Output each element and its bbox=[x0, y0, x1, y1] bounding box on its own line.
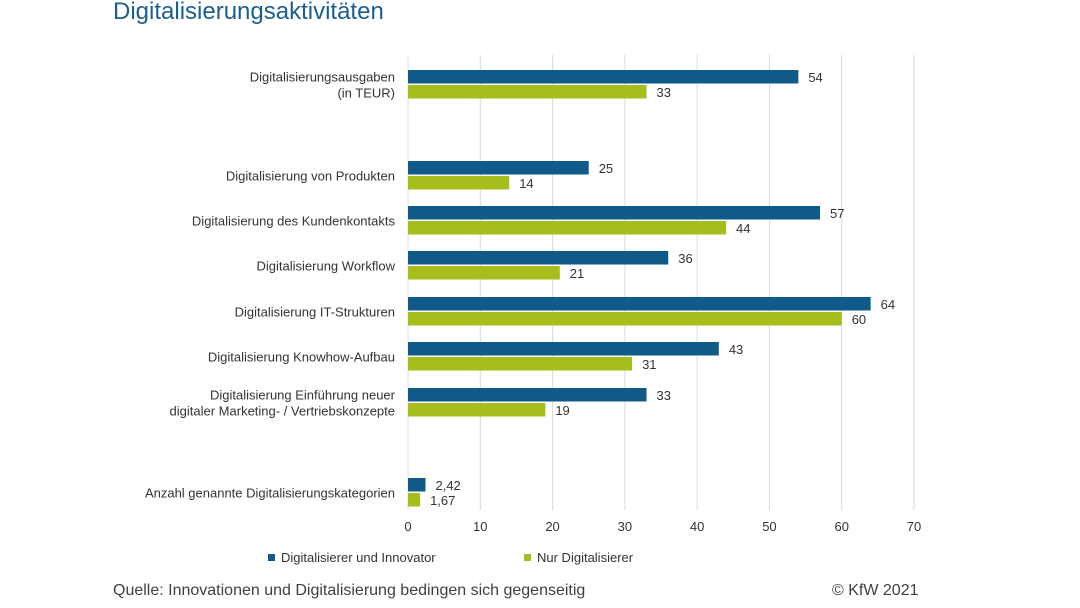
bar-series1 bbox=[408, 297, 871, 311]
bar-series2 bbox=[408, 312, 842, 326]
category-label: digitaler Marketing- / Vertriebskonzepte bbox=[170, 403, 395, 418]
legend-item-series1: Digitalisierer und Innovator bbox=[268, 550, 436, 565]
legend-label-series1: Digitalisierer und Innovator bbox=[281, 550, 436, 565]
data-label: 1,67 bbox=[430, 493, 455, 508]
category-label: Digitalisierung Knowhow-Aufbau bbox=[208, 349, 395, 364]
category-label: Digitalisierung des Kundenkontakts bbox=[192, 213, 396, 228]
data-label: 14 bbox=[519, 176, 533, 191]
x-tick-label: 30 bbox=[618, 519, 632, 534]
x-tick-label: 0 bbox=[404, 519, 411, 534]
copyright: © KfW 2021 bbox=[832, 582, 919, 599]
chart-title: Digitalisierungsaktivitäten bbox=[113, 0, 384, 25]
category-label: Digitalisierung Workflow bbox=[257, 258, 396, 273]
legend-swatch-series2 bbox=[524, 554, 531, 561]
data-label: 57 bbox=[830, 206, 844, 221]
bar-series2 bbox=[408, 266, 560, 280]
category-label: Anzahl genannte Digitalisierungskategori… bbox=[145, 485, 395, 500]
category-label: Digitalisierung IT-Strukturen bbox=[235, 304, 395, 319]
bar-series2 bbox=[408, 221, 727, 235]
data-label: 33 bbox=[657, 388, 671, 403]
source-note: Quelle: Innovationen und Digitalisierung… bbox=[113, 582, 586, 599]
data-label: 36 bbox=[678, 251, 692, 266]
legend-swatch-series1 bbox=[268, 554, 275, 561]
x-tick-label: 10 bbox=[473, 519, 487, 534]
bar-series1 bbox=[408, 161, 589, 175]
data-label: 54 bbox=[808, 70, 822, 85]
legend-label-series2: Nur Digitalisierer bbox=[537, 550, 634, 565]
bar-series1 bbox=[408, 251, 669, 265]
data-label: 44 bbox=[736, 221, 750, 236]
legend-item-series2: Nur Digitalisierer bbox=[524, 550, 633, 565]
bar-series1 bbox=[408, 478, 426, 492]
bar-series2 bbox=[408, 357, 633, 371]
category-label: Digitalisierung von Produkten bbox=[226, 168, 395, 183]
data-label: 2,42 bbox=[435, 478, 460, 493]
category-label: (in TEUR) bbox=[337, 85, 395, 100]
bar-series2 bbox=[408, 403, 546, 417]
bar-series1 bbox=[408, 342, 719, 356]
data-label: 21 bbox=[570, 266, 584, 281]
category-label: Digitalisierungsausgaben bbox=[250, 69, 395, 84]
bar-series1 bbox=[408, 70, 799, 84]
bar-series2 bbox=[408, 85, 647, 99]
data-label: 64 bbox=[881, 297, 895, 312]
data-label: 43 bbox=[729, 342, 743, 357]
x-tick-label: 60 bbox=[834, 519, 848, 534]
data-label: 60 bbox=[852, 312, 866, 327]
data-label: 25 bbox=[599, 161, 613, 176]
bar-chart: 0 10 20 30 40 50 60 70 Digitalisierungsausgaben(… bbox=[145, 55, 921, 534]
x-tick-label: 70 bbox=[907, 519, 921, 534]
x-tick-label: 20 bbox=[545, 519, 559, 534]
data-label: 33 bbox=[657, 85, 671, 100]
data-label: 31 bbox=[642, 357, 656, 372]
data-label: 19 bbox=[555, 403, 569, 418]
x-tick-label: 40 bbox=[690, 519, 704, 534]
bar-series2 bbox=[408, 493, 421, 507]
category-label: Digitalisierung Einführung neuer bbox=[210, 387, 396, 402]
bar-series2 bbox=[408, 176, 510, 190]
x-tick-label: 50 bbox=[762, 519, 776, 534]
bar-series1 bbox=[408, 206, 821, 220]
bar-series1 bbox=[408, 388, 647, 402]
